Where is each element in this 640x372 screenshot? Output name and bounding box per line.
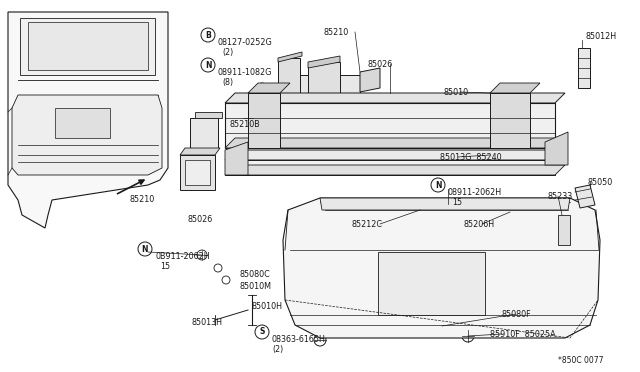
Polygon shape <box>225 93 565 103</box>
Circle shape <box>516 254 524 262</box>
Text: 85010H: 85010H <box>252 302 283 311</box>
Polygon shape <box>283 198 600 338</box>
Text: 85013G  85240: 85013G 85240 <box>440 153 502 162</box>
Polygon shape <box>225 160 555 175</box>
Polygon shape <box>290 75 360 95</box>
Polygon shape <box>278 52 302 62</box>
Text: 08911-2062H: 08911-2062H <box>448 188 502 197</box>
Text: 85010: 85010 <box>444 88 469 97</box>
Text: 85026: 85026 <box>368 60 393 69</box>
Polygon shape <box>248 93 280 148</box>
Circle shape <box>480 325 490 335</box>
Text: 85080F: 85080F <box>502 310 532 319</box>
Text: 85080C: 85080C <box>240 270 271 279</box>
Circle shape <box>314 334 326 346</box>
Polygon shape <box>578 48 590 88</box>
Text: 0B911-2062H: 0B911-2062H <box>155 252 210 261</box>
Circle shape <box>443 199 453 209</box>
Text: 85210B: 85210B <box>230 120 260 129</box>
Text: (2): (2) <box>222 48 233 57</box>
Circle shape <box>462 330 474 342</box>
Text: 85210: 85210 <box>130 195 156 204</box>
Text: 85013H: 85013H <box>192 318 223 327</box>
Text: 15: 15 <box>452 198 462 207</box>
Text: 85012H: 85012H <box>586 32 617 41</box>
Polygon shape <box>308 62 340 112</box>
Text: 85026: 85026 <box>188 215 213 224</box>
Polygon shape <box>225 165 565 175</box>
Polygon shape <box>225 142 248 175</box>
Polygon shape <box>225 103 555 148</box>
Polygon shape <box>20 18 155 75</box>
Text: 15: 15 <box>160 262 170 271</box>
Polygon shape <box>558 215 570 245</box>
Polygon shape <box>575 185 595 208</box>
Text: N: N <box>435 180 441 189</box>
Text: S: S <box>259 327 265 337</box>
Text: B: B <box>205 31 211 39</box>
Polygon shape <box>12 95 162 175</box>
Polygon shape <box>8 12 168 228</box>
Circle shape <box>257 83 267 93</box>
Polygon shape <box>225 150 565 160</box>
Circle shape <box>214 264 222 272</box>
Polygon shape <box>180 148 220 155</box>
Polygon shape <box>190 118 218 148</box>
Text: 08363-6165H: 08363-6165H <box>272 335 326 344</box>
Circle shape <box>197 250 207 260</box>
Text: (2): (2) <box>272 345 284 354</box>
Circle shape <box>222 276 230 284</box>
Text: (8): (8) <box>222 78 233 87</box>
Text: *850C 0077: *850C 0077 <box>558 356 604 365</box>
Polygon shape <box>308 56 340 68</box>
Circle shape <box>437 321 447 331</box>
Polygon shape <box>378 252 485 315</box>
Text: 85050: 85050 <box>588 178 613 187</box>
Polygon shape <box>545 132 568 165</box>
Text: 85910F  85025A: 85910F 85025A <box>490 330 556 339</box>
Text: 85210: 85210 <box>323 28 348 37</box>
Polygon shape <box>180 155 215 190</box>
Text: 08127-0252G: 08127-0252G <box>218 38 273 47</box>
Polygon shape <box>278 58 300 112</box>
Circle shape <box>373 325 383 335</box>
Text: 08911-1082G: 08911-1082G <box>218 68 273 77</box>
Text: N: N <box>141 244 148 253</box>
Polygon shape <box>320 198 570 210</box>
Text: 85010M: 85010M <box>240 282 272 291</box>
Polygon shape <box>248 83 290 93</box>
Polygon shape <box>490 83 540 93</box>
Text: 85206H: 85206H <box>464 220 495 229</box>
Text: 85212C: 85212C <box>352 220 383 229</box>
Text: 85233: 85233 <box>548 192 573 201</box>
Polygon shape <box>195 112 222 118</box>
Polygon shape <box>490 93 530 148</box>
Circle shape <box>243 113 253 123</box>
Polygon shape <box>28 22 148 70</box>
Text: N: N <box>205 61 211 70</box>
Polygon shape <box>225 138 565 148</box>
Polygon shape <box>360 68 380 92</box>
Polygon shape <box>55 108 110 138</box>
Polygon shape <box>185 160 210 185</box>
